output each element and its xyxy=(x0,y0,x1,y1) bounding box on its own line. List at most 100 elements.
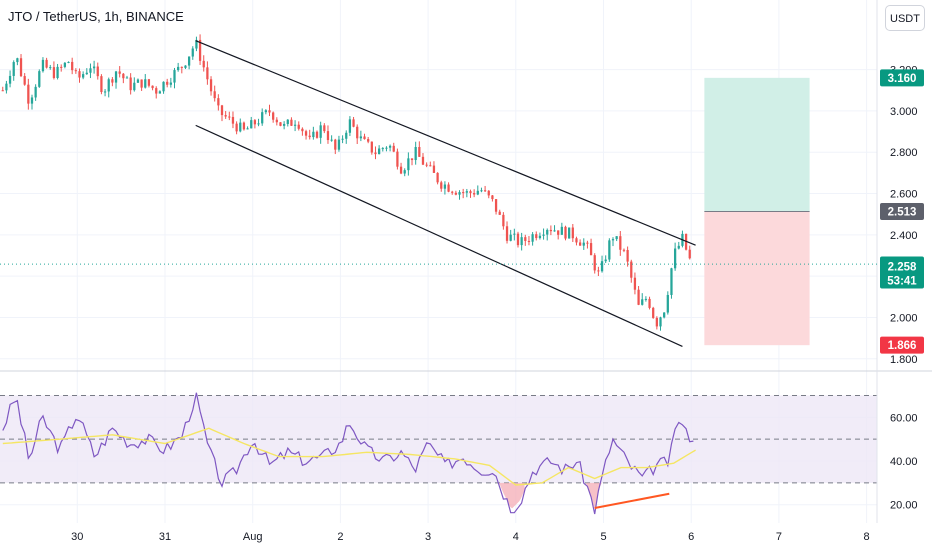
candle-down xyxy=(440,182,443,189)
last-price-tag-bg xyxy=(880,256,924,289)
candle-down xyxy=(494,199,498,212)
candle-down xyxy=(96,66,99,77)
candle-down xyxy=(648,298,651,308)
candle-up xyxy=(63,62,67,67)
candle-up xyxy=(195,39,198,49)
candle-up xyxy=(246,128,249,130)
candle-down xyxy=(655,317,658,327)
rsi-tick-label: 40.00 xyxy=(890,456,918,468)
candle-down xyxy=(151,85,154,89)
candle-up xyxy=(568,227,571,239)
price-tick-label: 3.000 xyxy=(890,106,918,118)
candle-up xyxy=(114,71,118,83)
candle-down xyxy=(19,58,23,77)
candle-up xyxy=(403,170,406,174)
candle-down xyxy=(323,125,326,132)
candle-down xyxy=(122,73,125,79)
target-price-tag-text: 3.160 xyxy=(888,73,917,85)
stop-zone xyxy=(704,211,810,346)
rsi-band-fill xyxy=(0,395,877,483)
rsi-lines xyxy=(2,392,696,515)
candle-down xyxy=(564,226,567,239)
candle-down xyxy=(527,240,531,242)
time-tick-label: 3 xyxy=(425,531,431,543)
price-tick-label: 2.800 xyxy=(890,147,918,159)
candle-up xyxy=(184,65,187,68)
candle-down xyxy=(626,249,629,262)
candle-down xyxy=(275,119,278,123)
candle-down xyxy=(27,84,30,104)
stop-price-tag-text: 1.866 xyxy=(888,340,917,352)
candle-down xyxy=(637,289,640,305)
candle-down xyxy=(231,116,235,124)
candle-down xyxy=(473,193,476,195)
candle-up xyxy=(136,79,140,83)
time-axis[interactable]: 30 31 Aug 2 3 4 5 6 7 8 xyxy=(71,531,869,543)
candle-down xyxy=(593,255,596,271)
rsi-band xyxy=(0,394,877,484)
candle-up xyxy=(107,79,110,92)
candle-down xyxy=(491,195,494,200)
candle-up xyxy=(670,268,673,295)
candle-down xyxy=(429,165,432,167)
candle-down xyxy=(213,91,216,99)
candle-down xyxy=(447,184,450,192)
candle-down xyxy=(308,135,311,138)
candle-down xyxy=(297,124,300,129)
candle-up xyxy=(458,192,461,195)
candle-up xyxy=(385,147,388,149)
candle-up xyxy=(56,66,59,79)
candle-down xyxy=(505,226,509,241)
candle-up xyxy=(345,132,348,139)
candle-up xyxy=(641,299,644,305)
candle-up xyxy=(538,235,542,239)
candle-down xyxy=(535,234,538,239)
candle-up xyxy=(553,230,556,232)
candle-down xyxy=(111,79,114,83)
candle-down xyxy=(140,79,143,88)
candle-up xyxy=(582,242,585,246)
candle-up xyxy=(677,245,680,249)
rsi-axis[interactable]: 20.00 40.00 60.00 xyxy=(890,412,918,511)
candle-down xyxy=(436,172,439,183)
candle-down xyxy=(209,79,213,92)
target-zone xyxy=(704,77,810,212)
candle-down xyxy=(589,243,593,256)
countdown-text: 53:41 xyxy=(887,275,917,287)
time-tick-label: Aug xyxy=(243,531,263,543)
candle-up xyxy=(293,124,297,126)
time-tick-label: 30 xyxy=(71,531,83,543)
candle-up xyxy=(337,139,341,150)
candle-up xyxy=(125,77,129,79)
entry-price-tag-text: 2.513 xyxy=(888,207,917,219)
candle-up xyxy=(560,226,563,235)
candle-down xyxy=(304,131,308,136)
candle-up xyxy=(187,56,191,66)
candle-up xyxy=(611,239,615,241)
candle-up xyxy=(169,82,172,85)
candle-up xyxy=(319,125,322,138)
candle-up xyxy=(67,61,70,63)
candle-up xyxy=(257,123,260,125)
candle-up xyxy=(531,234,534,242)
candle-up xyxy=(476,190,479,195)
candle-up xyxy=(282,123,286,126)
candle-down xyxy=(71,61,74,71)
candle-down xyxy=(23,76,26,85)
rsi-tick-label: 60.00 xyxy=(890,412,918,424)
candle-up xyxy=(542,234,545,236)
descending-channel[interactable] xyxy=(195,40,696,347)
currency-button[interactable]: USDT xyxy=(885,5,925,31)
candle-up xyxy=(103,91,107,93)
candle-up xyxy=(480,190,483,192)
candle-up xyxy=(348,119,352,133)
candle-down xyxy=(129,77,132,91)
candle-up xyxy=(388,145,392,148)
candle-down xyxy=(399,166,403,174)
price-tick-label: 2.400 xyxy=(890,230,918,242)
long-position-tool[interactable] xyxy=(704,77,810,346)
target-price-tag-bg xyxy=(880,69,924,87)
candle-down xyxy=(326,131,330,141)
candle-down xyxy=(242,122,246,130)
